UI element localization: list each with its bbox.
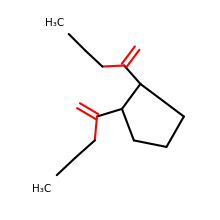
Text: H₃C: H₃C [32,184,51,194]
Text: H₃C: H₃C [45,18,64,28]
